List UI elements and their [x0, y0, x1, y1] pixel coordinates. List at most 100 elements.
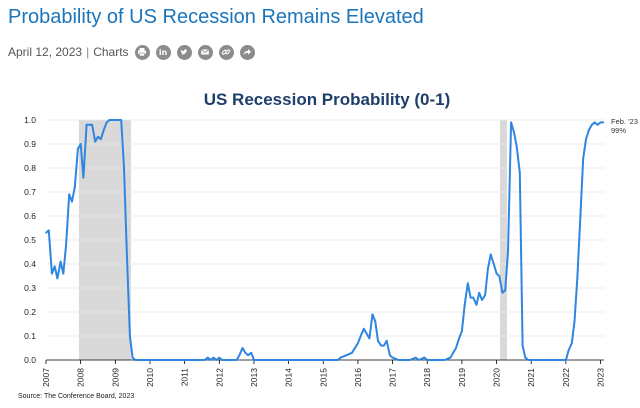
data-point	[331, 359, 333, 361]
data-point	[253, 359, 255, 361]
data-point	[206, 356, 209, 359]
data-point	[371, 313, 374, 316]
data-point	[388, 354, 391, 357]
data-point	[495, 272, 498, 275]
data-point	[79, 143, 82, 145]
link-icon[interactable]	[218, 44, 234, 60]
linkedin-icon[interactable]: in	[155, 44, 171, 60]
data-point	[339, 356, 342, 359]
data-point	[423, 356, 426, 359]
recession-probability-chart: 0.00.10.20.30.40.50.60.70.80.91.0 2007 20…	[24, 90, 638, 387]
data-point	[128, 335, 131, 337]
data-point	[602, 121, 605, 124]
data-point	[599, 121, 602, 124]
data-point	[250, 351, 253, 354]
data-point	[377, 339, 379, 342]
data-point	[582, 157, 585, 160]
data-point	[65, 243, 68, 246]
data-point	[585, 138, 587, 141]
data-point	[521, 344, 524, 347]
data-point	[368, 337, 371, 340]
data-point	[209, 359, 212, 361]
data-point	[573, 320, 576, 323]
data-point	[501, 291, 504, 294]
data-point	[383, 344, 385, 347]
x-tick-label: 2020	[492, 368, 502, 387]
end-annotation-date: Feb. '23	[611, 117, 638, 126]
x-tick-label: 2022	[561, 368, 571, 387]
x-axis-tick-labels: 2007 2008 2009 2010 2011 2012 2013 2014 2015 2016…	[41, 360, 606, 387]
data-point	[507, 251, 509, 253]
data-point	[518, 171, 521, 174]
data-point	[443, 359, 446, 361]
data-point	[596, 123, 599, 126]
data-point	[579, 215, 582, 217]
x-tick-label: 2013	[249, 368, 259, 387]
data-point	[590, 123, 593, 126]
data-point	[397, 359, 400, 361]
x-tick-label: 2009	[110, 368, 120, 387]
data-point	[524, 356, 527, 359]
category-link[interactable]: Charts	[93, 45, 129, 59]
data-point	[53, 265, 56, 268]
data-point	[357, 342, 359, 345]
data-point	[365, 332, 368, 335]
series-points	[45, 119, 605, 361]
data-point	[108, 119, 111, 121]
data-point	[498, 275, 501, 277]
data-point	[547, 359, 550, 361]
share-arrow-icon[interactable]	[239, 44, 255, 60]
data-point	[530, 359, 533, 361]
data-point	[570, 342, 573, 345]
x-tick-label: 2008	[76, 368, 86, 387]
twitter-icon[interactable]	[176, 44, 192, 60]
data-point	[409, 359, 411, 361]
x-tick-label: 2017	[388, 368, 398, 387]
data-point	[114, 119, 117, 121]
data-point	[215, 359, 218, 361]
x-tick-label: 2015	[318, 368, 328, 387]
y-tick-label: 0.4	[24, 259, 36, 269]
series-line	[45, 119, 604, 361]
chart-source: Source: The Conference Board, 2023	[18, 393, 135, 400]
print-icon[interactable]	[134, 44, 150, 60]
data-point	[203, 359, 206, 361]
data-point	[486, 267, 489, 270]
x-tick-label: 2018	[422, 368, 432, 387]
data-point	[125, 251, 128, 253]
data-point	[515, 145, 518, 148]
data-point	[59, 260, 62, 263]
y-tick-label: 0.0	[24, 355, 36, 365]
x-tick-label: 2007	[41, 368, 51, 387]
data-point	[472, 296, 475, 299]
data-point	[134, 359, 137, 361]
data-point	[484, 294, 487, 297]
data-point	[73, 186, 76, 189]
data-point	[475, 303, 478, 306]
y-tick-label: 0.9	[24, 139, 36, 149]
data-point	[94, 140, 97, 143]
data-point	[88, 123, 91, 126]
email-icon[interactable]	[197, 44, 213, 60]
article-date: April 12, 2023	[8, 45, 83, 59]
chart-title: US Recession Probability (0-1)	[204, 90, 451, 109]
data-point	[45, 231, 47, 234]
data-point	[82, 176, 85, 179]
data-point	[385, 339, 388, 342]
data-point	[149, 359, 151, 361]
data-point	[466, 282, 469, 285]
y-tick-label: 0.7	[24, 187, 36, 197]
data-point	[512, 131, 515, 133]
data-point	[91, 123, 93, 126]
data-point	[76, 147, 79, 150]
data-point	[62, 272, 65, 275]
data-point	[527, 359, 530, 361]
x-tick-label: 2012	[214, 368, 224, 387]
data-point	[492, 263, 495, 265]
data-point	[71, 200, 73, 203]
data-point	[463, 303, 466, 306]
data-point	[102, 128, 105, 131]
y-tick-label: 0.8	[24, 163, 36, 173]
data-point	[183, 359, 186, 361]
data-point	[241, 347, 244, 349]
